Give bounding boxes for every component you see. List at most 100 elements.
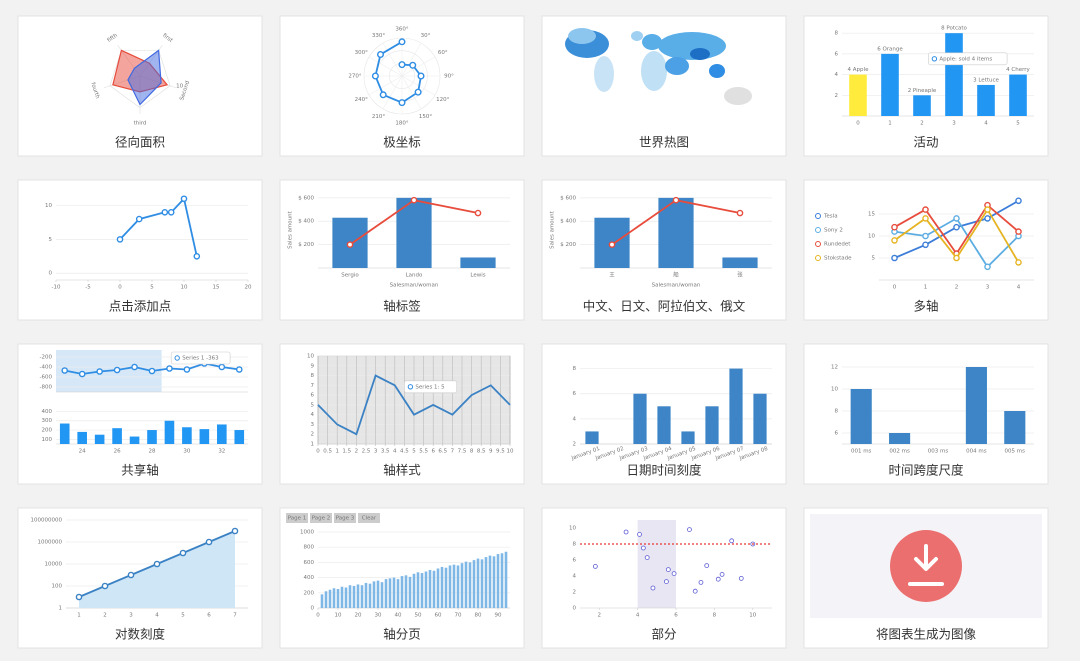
card-title: 时间跨度尺度 (888, 463, 964, 478)
bar (147, 430, 157, 444)
y-tick-label: 0 (49, 271, 53, 277)
y-tick-label: 8 (573, 366, 577, 372)
bar (965, 367, 987, 444)
y-tick-label: 2 (573, 442, 577, 448)
x-tick-label: 10 (749, 613, 756, 619)
y-tick-label: $ 600 (560, 195, 576, 201)
x-tick-label: 6 (207, 613, 211, 619)
marker (167, 209, 175, 216)
card-title: 轴分页 (383, 627, 421, 642)
tooltip-box (170, 351, 231, 365)
angle-label: 240° (355, 97, 368, 103)
angle-label: 30° (421, 33, 431, 39)
bar (396, 579, 400, 608)
bar (199, 429, 210, 444)
marker (671, 571, 677, 576)
page-button-label: Page 3 (336, 516, 355, 522)
marker (410, 196, 418, 204)
marker (166, 365, 173, 372)
legend-label: Stokstade (824, 256, 852, 262)
marker (61, 367, 69, 374)
marker (719, 572, 725, 577)
bar (164, 420, 175, 444)
bar (881, 53, 899, 116)
marker (1015, 228, 1022, 235)
x-tick-label: 80 (475, 613, 482, 619)
value-label: 4 Apple (848, 67, 870, 73)
bar (889, 433, 911, 444)
x-tick-label: 4.5 (400, 449, 409, 455)
angle-tick (368, 75, 403, 96)
x-tick-label: 3 (129, 613, 133, 619)
page-button[interactable] (358, 513, 380, 523)
radar-ring (109, 50, 171, 109)
y-tick-label: 6 (835, 51, 839, 57)
y-tick-label: 10 (868, 234, 875, 240)
card-title: 径向面积 (115, 135, 165, 150)
map-region (690, 48, 710, 60)
x-tick-label: Lewis (470, 273, 485, 279)
marker (644, 555, 650, 560)
axis-label: fourth (89, 82, 100, 100)
marker (637, 532, 642, 537)
x-tick-label: 40 (395, 613, 402, 619)
bar (448, 565, 452, 608)
x-tick-label: 005 ms (1005, 449, 1026, 455)
x-tick-label: 6 (431, 449, 435, 455)
y-tick-label: 2 (311, 432, 315, 438)
bar (468, 562, 472, 608)
y-tick-label: -800 (40, 385, 53, 391)
page-button[interactable] (310, 513, 332, 523)
bar (320, 594, 324, 608)
value-label: 8 Potcato (941, 26, 967, 32)
x-tick-label: 60 (435, 613, 442, 619)
card[interactable] (17, 179, 263, 321)
bar (484, 557, 488, 608)
bar (452, 564, 456, 608)
x-tick-label: 1 (924, 285, 928, 291)
card-title: 对数刻度 (115, 627, 166, 642)
bar (658, 197, 694, 268)
y-tick-label: 5 (872, 256, 876, 262)
y-tick-label: 4 (573, 574, 577, 580)
marker (1015, 197, 1022, 205)
angle-label: 180° (395, 121, 408, 127)
bar (112, 428, 122, 444)
x-tick-label: 7 (233, 613, 237, 619)
page-button[interactable] (334, 513, 356, 523)
x-tick-label: 1 (335, 449, 339, 455)
card-title: 点击添加点 (109, 299, 172, 314)
marker (984, 215, 991, 222)
bar (432, 570, 436, 608)
bar (729, 368, 743, 444)
marker (414, 88, 422, 96)
y-tick-label: 1 (59, 606, 63, 612)
bar (464, 561, 468, 608)
marker (650, 585, 656, 591)
y-tick-label: 0 (311, 606, 315, 612)
card[interactable] (803, 15, 1049, 157)
card-title: 共享轴 (121, 463, 159, 478)
angle-tick (368, 56, 403, 77)
angle-label: 90° (444, 74, 454, 80)
y-tick-label: 6 (311, 393, 315, 399)
marker (736, 209, 744, 217)
card[interactable] (803, 179, 1049, 321)
page-button[interactable] (286, 513, 308, 523)
marker (1015, 259, 1022, 266)
x-tick-label: 2 (920, 121, 924, 127)
area (79, 531, 235, 608)
x-tick-label: 001 ms (851, 449, 872, 455)
marker (218, 363, 226, 371)
marker (687, 527, 692, 532)
y-tick-label: $ 200 (560, 242, 576, 248)
bar (850, 389, 872, 444)
marker (398, 99, 406, 107)
y-tick-label: 6 (573, 558, 577, 564)
axis-label: third (134, 121, 147, 127)
bar (460, 563, 464, 608)
bar (129, 436, 140, 444)
y-tick-label: 400 (42, 409, 53, 415)
bar (352, 585, 356, 608)
